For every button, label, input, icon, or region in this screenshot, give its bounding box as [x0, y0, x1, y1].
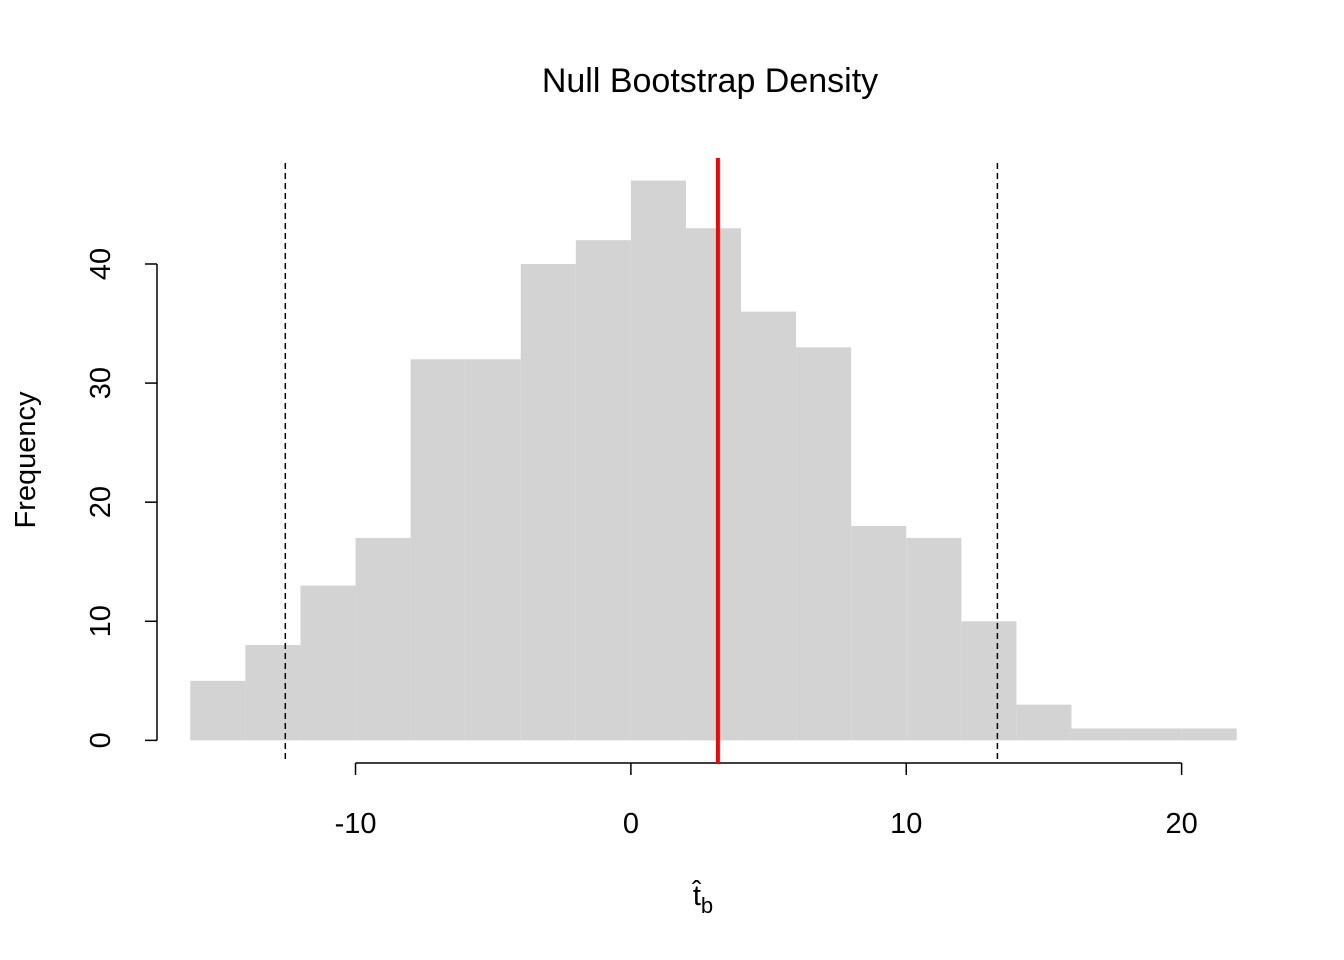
bar — [1016, 704, 1072, 741]
bar — [245, 645, 301, 741]
y-tick-label: 10 — [85, 605, 117, 637]
bar — [300, 585, 356, 741]
bar — [520, 263, 576, 741]
bar — [685, 228, 742, 741]
x-axis-label: t̂b — [692, 880, 714, 918]
bar — [575, 240, 631, 741]
y-tick-label: 40 — [85, 248, 117, 280]
bar — [1181, 728, 1237, 741]
bar — [906, 537, 962, 741]
x-tick-label: 10 — [890, 808, 922, 840]
x-label-sub: b — [701, 893, 713, 918]
y-tick-label: 0 — [85, 732, 117, 748]
bar — [1126, 728, 1182, 741]
y-tick-label: 30 — [85, 367, 117, 399]
bar — [741, 311, 797, 741]
bar — [465, 359, 521, 741]
y-axis-label: Frequency — [10, 391, 42, 529]
bar — [1071, 728, 1127, 741]
x-tick-label: 20 — [1165, 808, 1197, 840]
bar — [961, 621, 1017, 741]
x-tick-label: -10 — [335, 808, 377, 840]
y-tick-label: 20 — [85, 486, 117, 518]
chart-title: Null Bootstrap Density — [542, 62, 878, 100]
bar — [851, 526, 907, 741]
bar — [410, 359, 466, 741]
x-tick-label: 0 — [623, 808, 639, 840]
bar — [796, 347, 852, 741]
bar — [190, 680, 246, 741]
bar — [630, 180, 686, 741]
bar — [355, 537, 411, 741]
x-label-main: t̂ — [692, 880, 702, 912]
